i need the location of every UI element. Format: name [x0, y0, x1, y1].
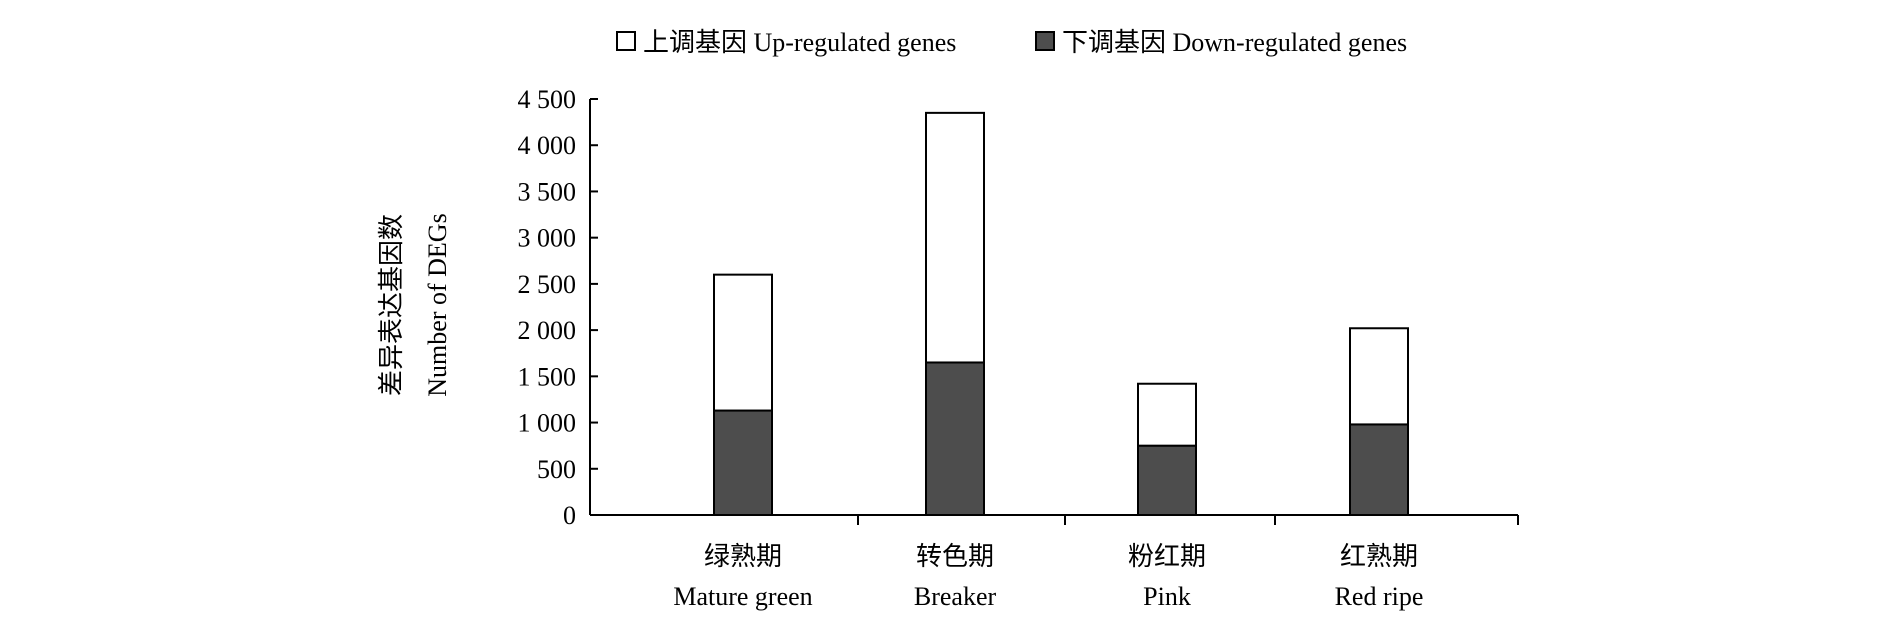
x-category-label-en: Red ripe — [1335, 582, 1424, 611]
legend-label-down: 下调基因 Down-regulated genes — [1062, 28, 1407, 57]
y-tick-label: 0 — [563, 501, 576, 530]
bar-down-regulated — [713, 409, 773, 516]
y-axis: 0 500 1 000 1 500 2 000 2 500 3 000 3 500 4 000 4… — [518, 85, 598, 530]
bar-down-regulated — [1349, 423, 1409, 517]
bar-down-regulated — [925, 361, 985, 517]
y-tick-label: 1 000 — [518, 409, 577, 438]
x-category-label-en: Breaker — [914, 582, 997, 611]
y-tick-label: 4 500 — [518, 85, 577, 114]
bars — [713, 111, 1409, 517]
x-category-label-en: Pink — [1143, 582, 1191, 611]
y-axis-title-en: Number of DEGs — [423, 213, 452, 396]
y-tick-label: 1 500 — [518, 362, 577, 391]
y-tick-label: 3 500 — [518, 177, 577, 206]
bar-up-regulated — [713, 273, 773, 412]
legend: 上调基因 Up-regulated genes 下调基因 Down-regulat… — [616, 28, 1407, 57]
x-axis: 绿熟期 Mature green 转色期 Breaker 粉红期 Pink 红熟期 Red r… — [590, 514, 1519, 611]
x-category-label-zh: 粉红期 — [1128, 542, 1206, 571]
bar-down-regulated — [1137, 444, 1197, 516]
bar-up-regulated — [1137, 382, 1197, 447]
bar-up-regulated — [1349, 327, 1409, 426]
y-tick-label: 3 000 — [518, 224, 577, 253]
x-category-label-zh: 转色期 — [916, 542, 994, 571]
y-axis-title: 差异表达基因数 Number of DEGs — [377, 213, 452, 396]
y-tick-label: 4 000 — [518, 131, 577, 160]
legend-label-up: 上调基因 Up-regulated genes — [643, 28, 956, 57]
x-category-label-zh: 红熟期 — [1340, 542, 1418, 571]
y-tick-label: 2 500 — [518, 270, 577, 299]
bar-up-regulated — [925, 111, 985, 364]
x-category-label-zh: 绿熟期 — [704, 542, 782, 571]
legend-swatch-down — [1035, 31, 1055, 51]
legend-swatch-up — [616, 31, 636, 51]
y-axis-title-zh: 差异表达基因数 — [377, 214, 406, 396]
y-tick-label: 2 000 — [518, 316, 577, 345]
y-tick-label: 500 — [537, 455, 576, 484]
x-category-label-en: Mature green — [673, 582, 812, 611]
